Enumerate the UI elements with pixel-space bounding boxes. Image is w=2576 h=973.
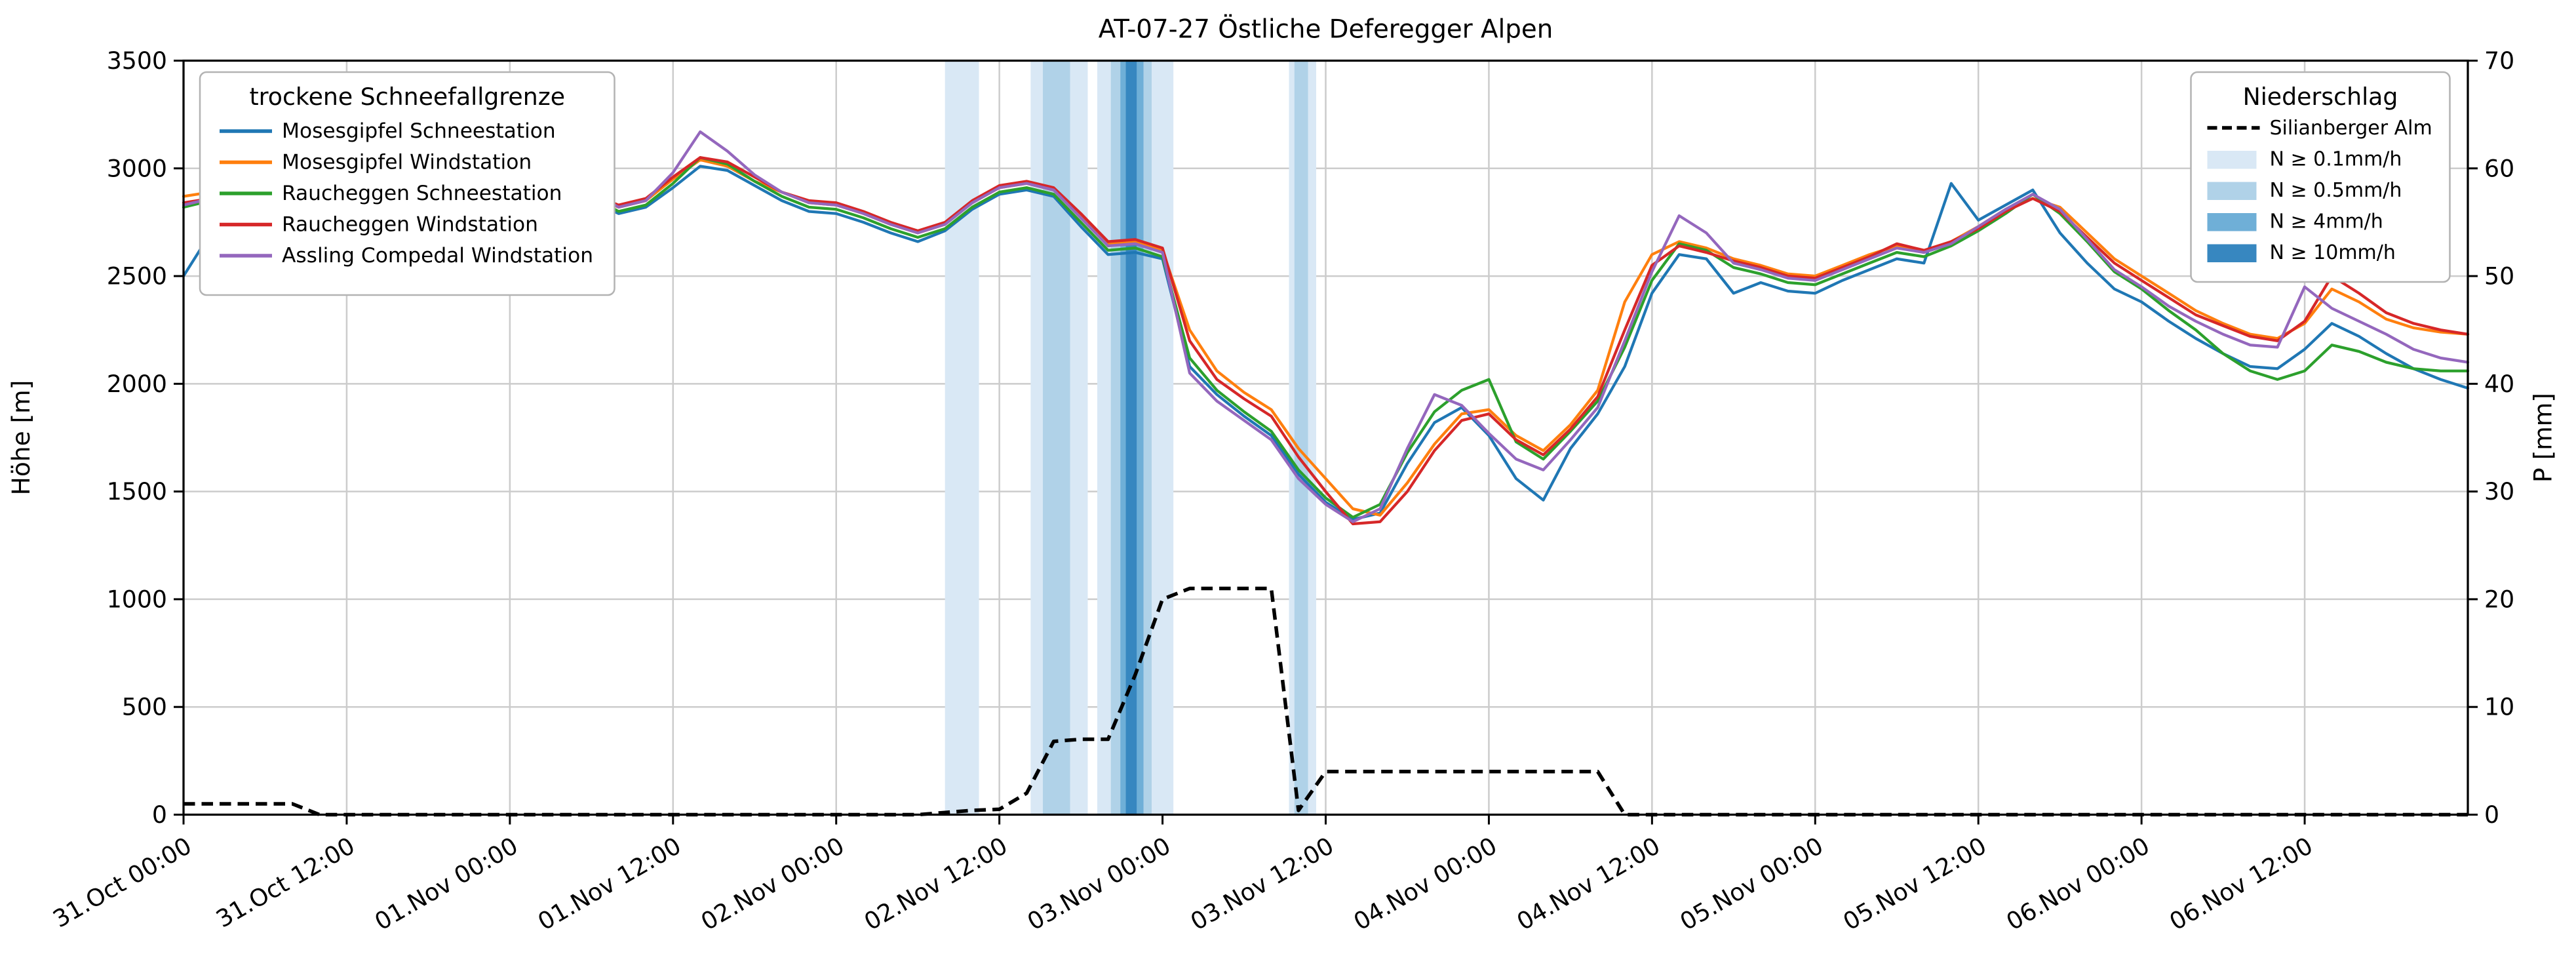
y-left-tick-label: 0 xyxy=(152,801,167,829)
y-left-tick-label: 1000 xyxy=(107,585,167,613)
legend-entry-label: N ≥ 10mm/h xyxy=(2270,241,2396,264)
precip-band xyxy=(1043,60,1070,815)
legend-entry-label: Raucheggen Windstation xyxy=(282,213,538,237)
y-right-tick-label: 10 xyxy=(2484,693,2514,721)
x-tick-label: 01.Nov 00:00 xyxy=(370,831,522,936)
x-tick-label: 31.Oct 12:00 xyxy=(211,831,359,933)
legend-snowline-box xyxy=(199,71,615,296)
y-right-tick-label: 50 xyxy=(2484,262,2514,290)
legend-band-swatch xyxy=(2207,151,2257,169)
y-left-tick-label: 500 xyxy=(122,693,167,721)
x-tick-label: 05.Nov 00:00 xyxy=(1675,831,1828,936)
y-right-tick-label: 40 xyxy=(2484,370,2514,398)
legend-entry-label: Assling Compedal Windstation xyxy=(282,244,593,268)
x-tick-label: 01.Nov 12:00 xyxy=(533,831,686,936)
x-tick-label: 02.Nov 12:00 xyxy=(859,831,1012,936)
legend-band-swatch xyxy=(2207,244,2257,263)
legend-entry-label: Mosesgipfel Schneestation xyxy=(282,119,556,143)
y-left-tick-label: 2500 xyxy=(107,262,167,290)
y-left-axis-label: Höhe [m] xyxy=(7,380,35,496)
legend-band-swatch xyxy=(2207,213,2257,231)
precip-band xyxy=(1294,60,1308,815)
y-left-tick-label: 2000 xyxy=(107,370,167,398)
x-tick-label: 31.Oct 00:00 xyxy=(48,831,196,933)
y-right-tick-label: 0 xyxy=(2484,801,2499,829)
legend-band-swatch xyxy=(2207,182,2257,201)
legend-snowline-title: trockene Schneefallgrenze xyxy=(249,83,565,111)
x-tick-label: 03.Nov 12:00 xyxy=(1186,831,1338,936)
y-right-axis-label: P [mm] xyxy=(2529,393,2558,483)
y-right-tick-label: 60 xyxy=(2484,154,2514,182)
x-tick-label: 03.Nov 00:00 xyxy=(1023,831,1175,936)
legend-snowline: trockene Schneefallgrenze Mosesgipfel Sch… xyxy=(199,71,615,296)
y-left-tick-label: 3000 xyxy=(107,154,167,182)
legend-precipitation-title: Niederschlag xyxy=(2243,83,2398,111)
x-tick-label: 04.Nov 00:00 xyxy=(1349,831,1502,936)
precip-band xyxy=(1125,60,1137,815)
precipitation-bands xyxy=(945,60,1316,815)
legend-entry-label: Mosesgipfel Windstation xyxy=(282,151,532,174)
legend-entry-label: N ≥ 0.5mm/h xyxy=(2270,179,2402,202)
chart-title: AT-07-27 Östliche Deferegger Alpen xyxy=(1099,14,1553,45)
legend-entry-label: Silianberger Alm xyxy=(2270,117,2432,140)
y-right-tick-label: 20 xyxy=(2484,585,2514,613)
x-tick-label: 06.Nov 12:00 xyxy=(2164,831,2317,936)
legend-entry-label: N ≥ 4mm/h xyxy=(2270,210,2383,233)
y-right-tick-label: 70 xyxy=(2484,47,2514,75)
x-tick-label: 06.Nov 00:00 xyxy=(2001,831,2154,936)
y-left-tick-label: 3500 xyxy=(107,47,167,75)
y-right-tick-label: 30 xyxy=(2484,477,2514,506)
x-tick-label: 05.Nov 12:00 xyxy=(1839,831,1991,936)
legend-entry-label: Raucheggen Schneestation xyxy=(282,182,562,205)
x-tick-label: 04.Nov 12:00 xyxy=(1512,831,1665,936)
precip-band xyxy=(945,60,979,815)
y-left-tick-label: 1500 xyxy=(107,477,167,506)
x-tick-label: 02.Nov 00:00 xyxy=(696,831,849,936)
legend-entry-label: N ≥ 0.1mm/h xyxy=(2270,148,2402,171)
legend-precipitation: Niederschlag Silianberger Alm N ≥ 0.1mm/h N… xyxy=(2190,71,2451,283)
